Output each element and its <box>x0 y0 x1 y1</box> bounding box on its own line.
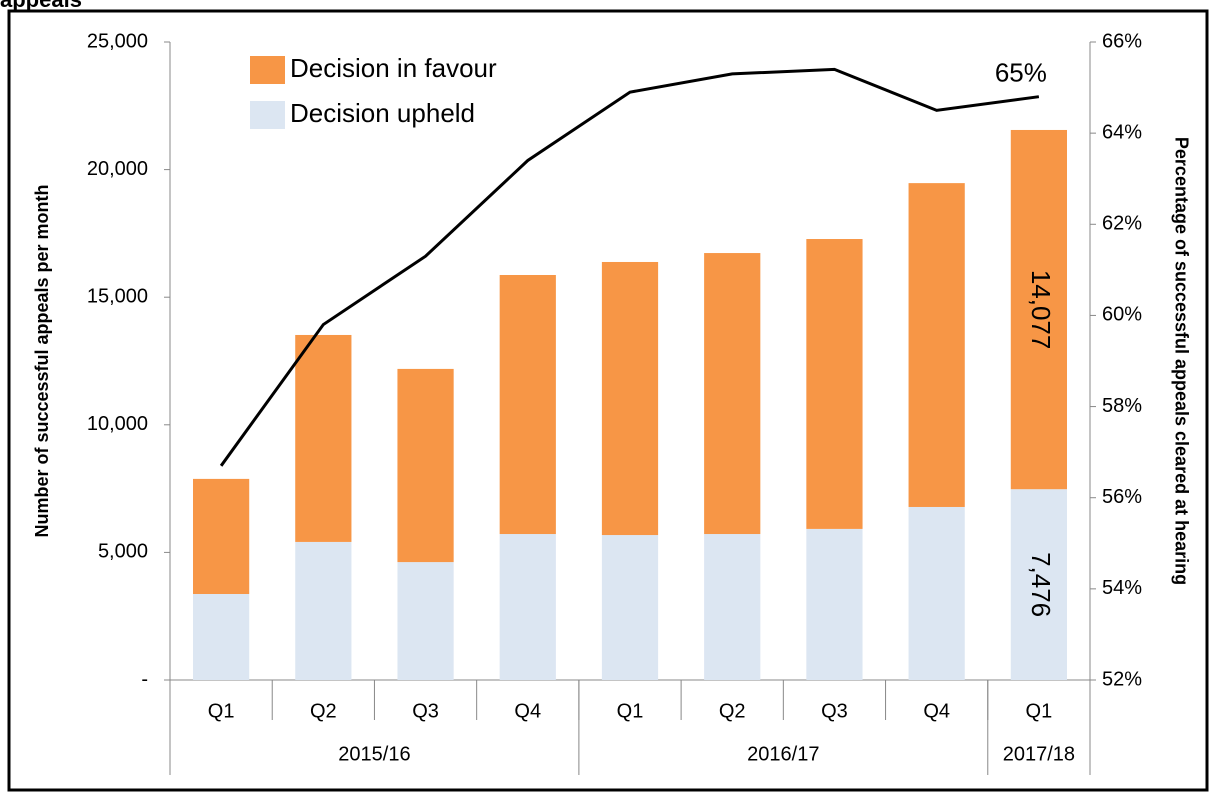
y-tick-label: 10,000 <box>87 413 148 435</box>
bar-segment <box>499 274 556 535</box>
y2-tick-label: 60% <box>1102 304 1142 326</box>
y2-tick-label: 62% <box>1102 213 1142 235</box>
y2-tick-label: 66% <box>1102 30 1142 52</box>
bar-segment <box>704 253 761 535</box>
bar-segment <box>295 541 352 680</box>
bar-segment <box>397 562 454 680</box>
bar-segment <box>1010 129 1067 490</box>
y2-tick-label: 52% <box>1102 668 1142 690</box>
y2-tick-label: 54% <box>1102 577 1142 599</box>
group-label: 2017/18 <box>1003 743 1075 765</box>
y-tick-label: - <box>141 668 148 690</box>
line-label: 65% <box>995 58 1047 88</box>
bar-segment <box>908 506 965 680</box>
x-tick-label: Q2 <box>719 700 746 722</box>
chart-title: appeals <box>0 0 82 12</box>
bar-segment <box>806 239 863 529</box>
x-tick-label: Q4 <box>923 700 950 722</box>
legend-swatch <box>250 101 285 129</box>
bar-segment <box>601 261 659 536</box>
y-tick-label: 25,000 <box>87 30 148 52</box>
bar-segment <box>397 368 454 563</box>
legend-label: Decision upheld <box>290 98 475 128</box>
legend-swatch <box>250 56 285 84</box>
y2-tick-label: 58% <box>1102 395 1142 417</box>
group-label: 2016/17 <box>747 743 819 765</box>
y2-axis-title: Percentage of successful appeals cleared… <box>1171 137 1191 585</box>
x-tick-label: Q1 <box>208 700 235 722</box>
data-label: 7,476 <box>1026 552 1056 617</box>
frame <box>7 9 1209 792</box>
x-tick-label: Q3 <box>821 700 848 722</box>
group-label: 2015/16 <box>338 743 410 765</box>
bar-segment <box>704 534 761 680</box>
bar-segment <box>806 528 863 680</box>
legend-label: Decision in favour <box>290 53 497 83</box>
y-tick-label: 15,000 <box>87 285 148 307</box>
x-tick-label: Q2 <box>310 700 337 722</box>
bar-segment <box>499 534 556 680</box>
y-tick-label: 5,000 <box>98 541 148 563</box>
x-tick-label: Q1 <box>1026 700 1053 722</box>
y2-tick-label: 64% <box>1102 121 1142 143</box>
y-tick-label: 20,000 <box>87 158 148 180</box>
bar-segment <box>193 593 250 680</box>
x-tick-label: Q3 <box>412 700 439 722</box>
bar-segment <box>193 478 250 594</box>
bar-segment <box>295 334 352 542</box>
bar-segment <box>601 535 659 680</box>
y2-tick-label: 56% <box>1102 486 1142 508</box>
x-tick-label: Q4 <box>514 700 541 722</box>
bar-segment <box>1010 489 1067 680</box>
x-tick-label: Q1 <box>617 700 644 722</box>
data-label: 14,077 <box>1026 270 1056 350</box>
y-axis-title: Number of successful appeals per month <box>32 184 52 537</box>
line <box>219 67 1040 467</box>
bar-segment <box>908 183 965 507</box>
